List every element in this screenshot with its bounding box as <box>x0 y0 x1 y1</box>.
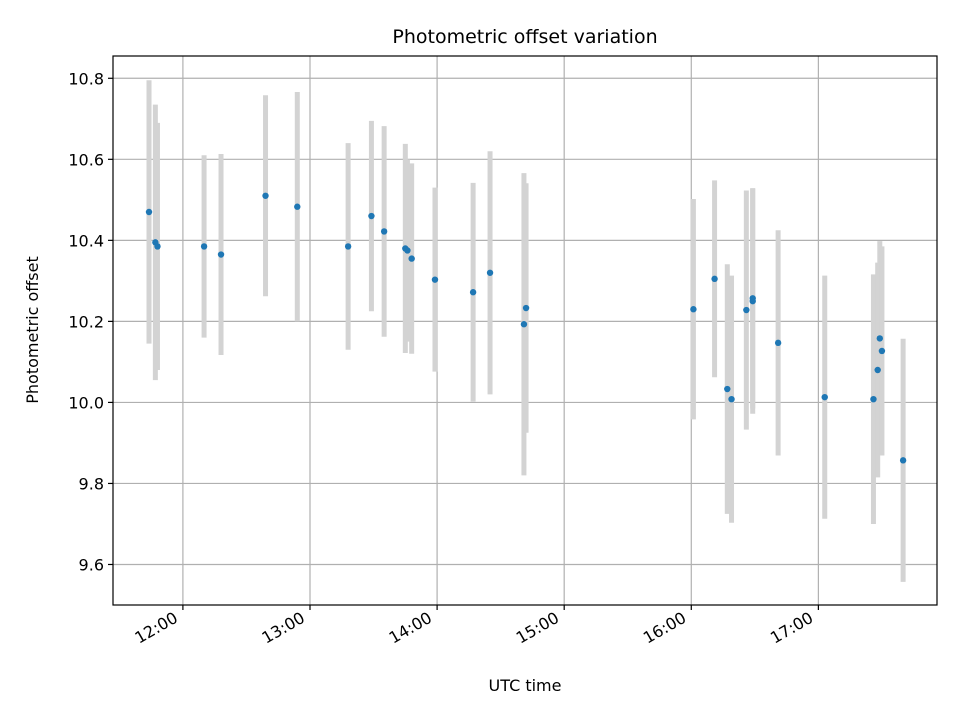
data-point <box>368 212 375 220</box>
x-axis-label: UTC time <box>489 676 562 695</box>
data-point <box>728 395 735 403</box>
y-tick-label: 9.8 <box>79 474 104 493</box>
data-point <box>690 306 697 313</box>
data-point <box>743 306 750 314</box>
data-point <box>876 335 884 342</box>
data-point <box>711 275 718 283</box>
data-point <box>262 192 269 199</box>
data-point <box>145 208 153 216</box>
plot-frame <box>112 55 938 606</box>
data-point <box>217 251 225 258</box>
data-point <box>724 385 731 393</box>
y-tick-label: 10.0 <box>68 393 104 412</box>
y-axis: 9.6 9.8 10.0 10.2 10.4 10.6 10.8 <box>68 69 113 574</box>
data-point <box>200 243 208 250</box>
chart-title: Photometric offset variation <box>392 26 657 48</box>
data-point <box>874 366 881 374</box>
data-point <box>404 247 411 254</box>
data-point <box>899 457 907 464</box>
data-point <box>870 395 877 403</box>
data-points <box>145 192 907 464</box>
y-tick-label: 10.2 <box>68 312 104 331</box>
data-point <box>408 255 415 262</box>
data-point <box>520 321 528 328</box>
data-point <box>486 269 494 276</box>
data-point <box>821 393 828 401</box>
data-point <box>431 276 439 283</box>
data-point <box>878 347 886 355</box>
data-point <box>344 243 352 250</box>
y-tick-label: 10.6 <box>68 150 104 169</box>
y-tick-label: 10.8 <box>68 69 104 88</box>
y-tick-label: 10.4 <box>68 231 104 250</box>
data-point <box>774 339 782 347</box>
data-point <box>469 289 477 296</box>
data-point <box>294 203 301 210</box>
data-point <box>749 295 756 302</box>
data-point <box>380 228 388 235</box>
data-point <box>154 243 161 250</box>
y-tick-label: 9.6 <box>79 555 104 574</box>
y-axis-label: Photometric offset <box>23 256 42 404</box>
data-point <box>522 304 530 312</box>
